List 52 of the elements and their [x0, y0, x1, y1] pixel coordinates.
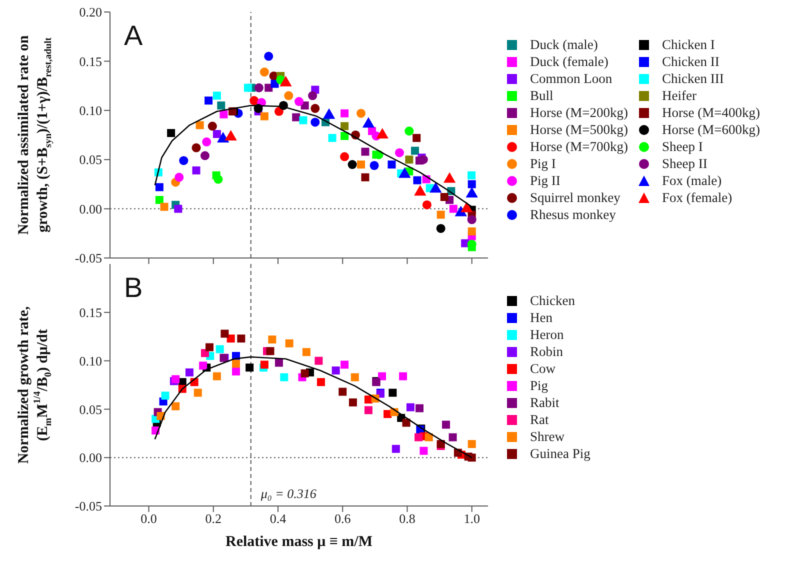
legend-label: Duck (male) — [530, 36, 598, 52]
y-tick-label: 0.20 — [79, 4, 102, 20]
legend-label: Fox (male) — [662, 172, 722, 188]
legend-label: Rat — [530, 412, 549, 428]
y-tick-label: -0.05 — [74, 498, 102, 514]
x-tick-label: 0.0 — [140, 511, 157, 526]
x-tick-label: 0.6 — [334, 511, 352, 526]
annotation: A — [124, 20, 143, 52]
legend-label: Hen — [530, 310, 552, 326]
legend-label: Pig I — [530, 156, 556, 172]
annotation: B — [124, 272, 143, 304]
legend-label: Chicken — [530, 292, 575, 308]
legend-label: Robin — [530, 344, 564, 360]
y-tick-label: -0.05 — [74, 250, 102, 266]
ref-line-label: μ₀ = 0.316 — [260, 486, 317, 501]
y-tick-label: 0.00 — [79, 450, 102, 466]
legend-label: Guinea Pig — [530, 446, 590, 462]
legend-label: Shrew — [530, 428, 564, 444]
legend-label: Fox (female) — [662, 190, 732, 206]
x-tick-label: 1.0 — [464, 511, 480, 526]
y-tick-label: 0.05 — [79, 152, 102, 168]
legend-label: Common Loon — [530, 70, 612, 86]
legend-label: Horse (M=700kg) — [530, 138, 628, 154]
legend-label: Horse (M=200kg) — [530, 104, 628, 120]
legend-label: Rhesus monkey — [530, 206, 616, 222]
y-tick-label: 0.05 — [79, 402, 102, 417]
legend-label: Squirrel monkey — [530, 190, 620, 206]
legend-label: Horse (M=400kg) — [662, 104, 760, 120]
y-tick-label: 0.10 — [79, 353, 102, 368]
y-tick-label: 0.00 — [79, 201, 102, 216]
legend-label: Pig II — [530, 172, 560, 188]
legend-label: Rabit — [530, 394, 560, 410]
y-tick-label: 0.15 — [79, 54, 102, 69]
legend-label: Sheep II — [662, 156, 708, 172]
x-tick-label: 0.2 — [205, 511, 222, 526]
legend-label: Chicken III — [662, 70, 724, 86]
legend-label: Heron — [530, 326, 564, 342]
legend-label: Horse (M=500kg) — [530, 122, 628, 138]
x-tick-label: 0.8 — [399, 511, 416, 526]
legend-label: Bull — [530, 88, 554, 104]
x-tick-label: 0.4 — [270, 511, 287, 526]
legend-label: Duck (female) — [530, 54, 608, 70]
y-tick-label: 0.10 — [79, 103, 102, 118]
legend-label: Pig — [530, 378, 548, 394]
x-axis-title: Relative mass μ ≡ m/M — [225, 534, 373, 550]
legend-label: Cow — [530, 360, 556, 376]
y-tick-label: 0.15 — [79, 305, 102, 320]
legend-label: Heifer — [662, 88, 696, 104]
legend-label: Chicken II — [662, 54, 720, 70]
legend-label: Horse (M=600kg) — [662, 122, 760, 138]
legend-label: Chicken I — [662, 36, 715, 52]
legend-label: Sheep I — [662, 138, 703, 154]
